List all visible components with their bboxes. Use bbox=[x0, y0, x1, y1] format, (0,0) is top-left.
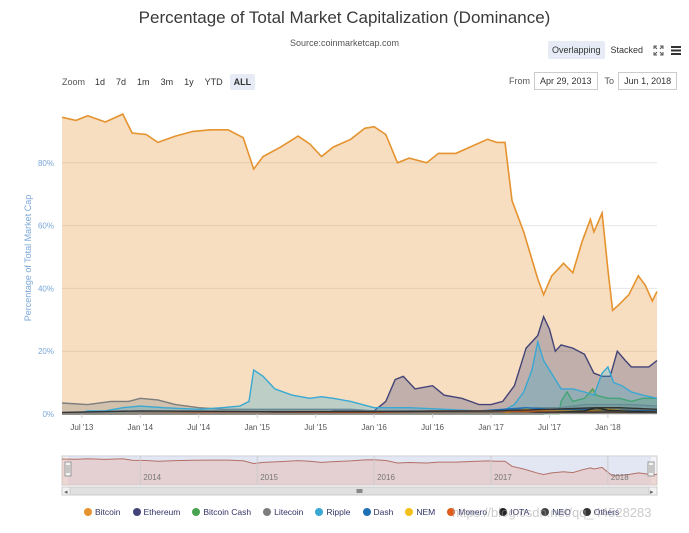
legend-marker-icon bbox=[263, 508, 272, 516]
scrollbar-right-arrow-icon[interactable]: ▸ bbox=[650, 489, 654, 496]
legend-marker-icon bbox=[405, 508, 414, 516]
zoom-1y-button[interactable]: 1y bbox=[184, 77, 194, 87]
legend-label: Bitcoin Cash bbox=[203, 507, 252, 517]
fullscreen-icon[interactable] bbox=[651, 43, 665, 57]
to-date-input[interactable]: Jun 1, 2018 bbox=[618, 72, 678, 90]
legend-label: NEM bbox=[416, 507, 436, 517]
x-tick-label: Jan '18 bbox=[595, 423, 621, 432]
navigator-left-handle[interactable] bbox=[64, 461, 72, 477]
scrollbar-grip bbox=[356, 489, 363, 493]
zoom-ytd-button[interactable]: YTD bbox=[204, 77, 223, 87]
navigator-year-label: 2016 bbox=[377, 473, 395, 482]
x-tick-labels: Jul '13 Jan '14 Jul '14 Jan '15 Jul '15 Jan '… bbox=[62, 413, 657, 432]
legend-item-monero[interactable]: Monero bbox=[447, 507, 487, 517]
legend-marker-icon bbox=[541, 508, 550, 516]
chart-subtitle: Source:coinmarketcap.com bbox=[289, 38, 400, 48]
legend-label: Ethereum bbox=[143, 507, 181, 517]
chart-title: Percentage of Total Market Capitalizatio… bbox=[138, 8, 551, 27]
watermark-text: https://blog.csdn.net/qq_44528283 bbox=[452, 505, 652, 520]
series-line-bitcoin[interactable] bbox=[61, 113, 658, 313]
x-tick-label: Jul '17 bbox=[538, 423, 561, 432]
y-tick-label: 80% bbox=[38, 159, 54, 168]
y-tick-label: 0% bbox=[42, 410, 54, 419]
view-toggle: Overlapping Stacked bbox=[548, 41, 683, 59]
series-line-ethereum[interactable] bbox=[62, 314, 658, 415]
scrollbar-left-arrow-icon[interactable]: ◂ bbox=[64, 489, 68, 496]
series-line-litecoin[interactable] bbox=[61, 397, 658, 412]
navigator-area bbox=[62, 458, 657, 485]
x-tick-label: Jul '16 bbox=[421, 423, 444, 432]
legend-item-others[interactable]: Others bbox=[582, 507, 620, 517]
legend-item-bitcoin-cash[interactable]: Bitcoin Cash bbox=[192, 507, 251, 517]
legend-item-iota[interactable]: IOTA bbox=[499, 507, 529, 517]
x-tick-label: Jan '16 bbox=[361, 423, 387, 432]
legend-label: Others bbox=[593, 507, 620, 517]
overlapping-button[interactable]: Overlapping bbox=[548, 41, 605, 59]
stacked-button[interactable]: Stacked bbox=[610, 45, 644, 55]
series-area-ripple[interactable] bbox=[62, 341, 657, 414]
x-tick-label: Jan '17 bbox=[478, 423, 504, 432]
legend-label: Dash bbox=[373, 507, 394, 517]
x-tick-label: Jul '13 bbox=[70, 423, 93, 432]
from-label: From bbox=[509, 76, 530, 86]
y-tick-labels: 0% 20% 40% 60% 80% bbox=[38, 159, 54, 419]
x-tick-label: Jul '14 bbox=[187, 423, 210, 432]
series-line-bitcoin-cash[interactable] bbox=[62, 387, 657, 415]
zoom-label: Zoom bbox=[62, 77, 86, 87]
to-label: To bbox=[604, 76, 615, 86]
navigator-year-label: 2018 bbox=[611, 473, 629, 482]
legend-marker-icon bbox=[447, 508, 456, 516]
legend-item-litecoin[interactable]: Litecoin bbox=[263, 507, 303, 517]
series-line-others[interactable] bbox=[61, 407, 658, 414]
series-areas bbox=[61, 113, 658, 415]
from-date-input[interactable]: Apr 29, 2013 bbox=[534, 72, 598, 90]
legend-marker-icon bbox=[315, 508, 324, 516]
legend-label: Litecoin bbox=[274, 507, 304, 517]
legend-marker-icon bbox=[582, 508, 591, 516]
navigator-line bbox=[61, 458, 658, 477]
zoom-1m-button[interactable]: 1m bbox=[137, 77, 150, 87]
series-area-others[interactable] bbox=[62, 407, 657, 414]
y-tick-label: 60% bbox=[38, 222, 54, 231]
x-tick-label: Jan '15 bbox=[244, 423, 270, 432]
navigator-year-label: 2014 bbox=[143, 473, 161, 482]
legend-marker-icon bbox=[362, 508, 371, 516]
legend-item-nem[interactable]: NEM bbox=[405, 507, 435, 517]
series-line-ripple[interactable] bbox=[62, 339, 658, 415]
navigator[interactable]: 2014 2015 2016 2017 2018 ◂ ▸ bbox=[61, 455, 658, 496]
legend-label: Monero bbox=[458, 507, 488, 517]
legend-label: Bitcoin bbox=[95, 507, 121, 517]
legend-item-dash[interactable]: Dash bbox=[362, 507, 394, 517]
legend-marker-icon bbox=[192, 508, 201, 516]
x-tick-label: Jul '15 bbox=[304, 423, 327, 432]
legend: Bitcoin Ethereum Bitcoin Cash Litecoin Rippl… bbox=[84, 507, 619, 517]
zoom-3m-button[interactable]: 3m bbox=[160, 77, 174, 87]
series-area-bitcoin[interactable] bbox=[62, 114, 657, 414]
zoom-selector: Zoom 1d 7d 1m 3m 1y YTD ALL bbox=[62, 74, 256, 90]
menu-icon[interactable] bbox=[669, 43, 683, 57]
y-tick-label: 20% bbox=[38, 347, 54, 356]
x-tick-label: Jan '14 bbox=[128, 423, 154, 432]
legend-marker-icon bbox=[132, 508, 141, 516]
legend-marker-icon bbox=[499, 508, 508, 516]
legend-item-ethereum[interactable]: Ethereum bbox=[132, 507, 181, 517]
navigator-right-handle[interactable] bbox=[647, 461, 655, 477]
navigator-year-label: 2015 bbox=[260, 473, 278, 482]
zoom-1d-button[interactable]: 1d bbox=[95, 77, 106, 87]
legend-marker-icon bbox=[84, 508, 92, 516]
zoom-all-button[interactable]: ALL bbox=[229, 74, 256, 90]
zoom-7d-button[interactable]: 7d bbox=[116, 77, 127, 87]
navigator-year-label: 2017 bbox=[494, 473, 512, 482]
legend-item-ripple[interactable]: Ripple bbox=[315, 507, 351, 517]
legend-item-bitcoin[interactable]: Bitcoin bbox=[84, 507, 121, 517]
legend-label: IOTA bbox=[510, 507, 530, 517]
legend-item-neo[interactable]: NEO bbox=[541, 507, 571, 517]
legend-label: Ripple bbox=[326, 507, 351, 517]
y-tick-label: 40% bbox=[38, 284, 54, 293]
legend-label: NEO bbox=[552, 507, 571, 517]
date-range: From Apr 29, 2013 To Jun 1, 2018 bbox=[509, 72, 678, 90]
